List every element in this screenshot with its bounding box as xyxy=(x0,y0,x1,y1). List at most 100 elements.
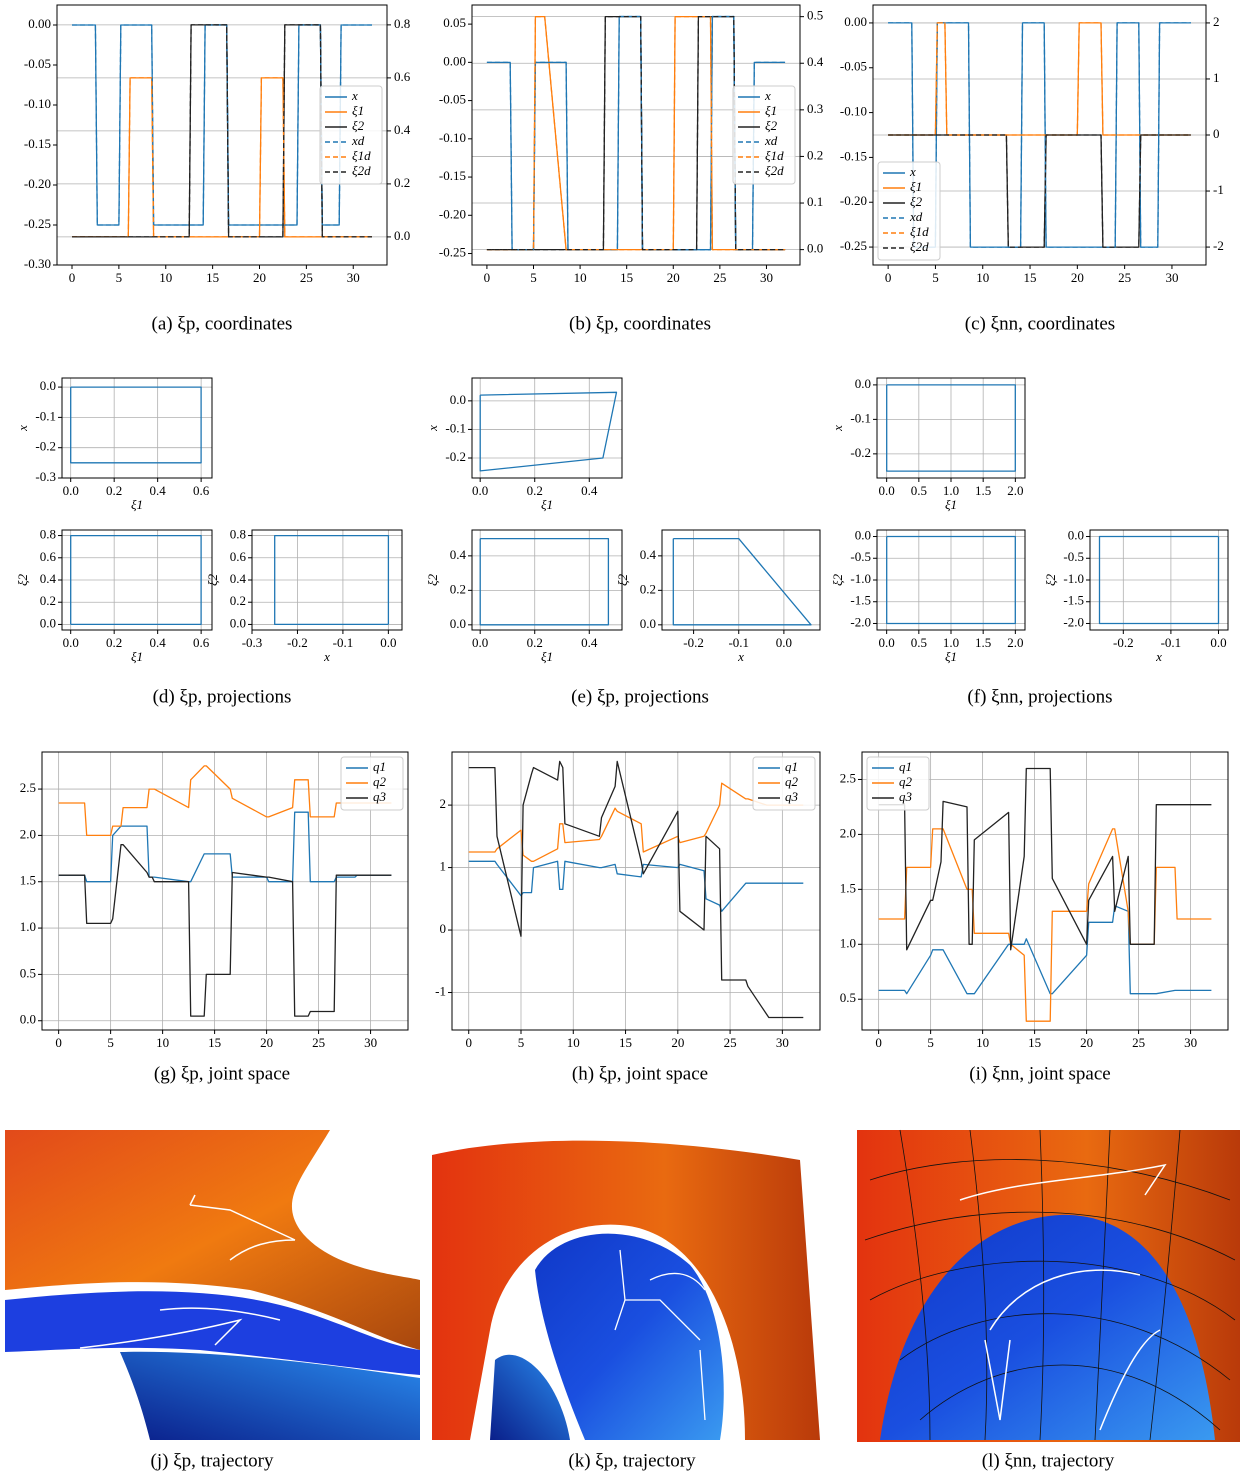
y-tick-label: 0.5 xyxy=(840,990,856,1005)
series-line xyxy=(274,534,390,626)
y-tick-label: -0.1 xyxy=(35,408,56,423)
y-tick-label: 0.05 xyxy=(443,15,466,30)
y-tick-label: 0.0 xyxy=(640,616,656,631)
chart: 0 5 10 15 20 25 30-0.25-0.20-0.15-0.10-0.050.0… xyxy=(840,4,1224,285)
legend-label: ξ1 xyxy=(352,103,364,118)
y2-tick-label: 1 xyxy=(1213,70,1220,85)
legend-label: x xyxy=(909,164,916,179)
y-axis-label: x xyxy=(15,425,30,432)
y-tick-label: -0.15 xyxy=(840,148,867,163)
series-line xyxy=(878,767,1212,951)
axes-frame xyxy=(41,751,409,1031)
legend-label: q3 xyxy=(373,789,387,804)
y-tick-label: 0.0 xyxy=(450,392,466,407)
x-tick-label: 5 xyxy=(530,270,537,285)
series-line xyxy=(486,15,786,251)
legend-label: xd xyxy=(764,133,778,148)
y-tick-label: -1 xyxy=(435,984,446,999)
chart: -0.3 -0.2 -0.1 0.0 0.0 0.2 0.4 0.6 0.8 x ξ2 xyxy=(205,527,403,664)
x-tick-label: -0.2 xyxy=(683,635,704,650)
y-tick-label: -0.05 xyxy=(840,59,867,74)
y-tick-label: 0.00 xyxy=(443,53,466,68)
x-tick-label: 2.0 xyxy=(1007,635,1023,650)
x-tick-label: 20 xyxy=(667,270,680,285)
x-tick-label: 20 xyxy=(671,1035,684,1050)
x-tick-label: 0.2 xyxy=(106,483,122,498)
caption: (a) ξp, coordinates xyxy=(152,313,293,334)
x-tick-label: 30 xyxy=(347,270,360,285)
x-tick-label: 10 xyxy=(976,1035,989,1050)
legend-label: ξ1d xyxy=(910,224,929,239)
legend-label: ξ2d xyxy=(352,163,371,178)
x-tick-label: 10 xyxy=(567,1035,580,1050)
legend-label: xd xyxy=(909,209,923,224)
y-tick-label: -0.10 xyxy=(840,104,867,119)
x-tick-label: 15 xyxy=(619,1035,632,1050)
y-axis-label: x xyxy=(830,425,845,432)
axes-frame xyxy=(1089,529,1229,631)
series-line xyxy=(672,537,812,626)
x-tick-label: 0.4 xyxy=(581,483,598,498)
y-tick-label: -0.20 xyxy=(24,176,51,191)
x-tick-label: 1.5 xyxy=(975,483,991,498)
x-tick-label: 0.0 xyxy=(63,635,79,650)
caption: (c) ξnn, coordinates xyxy=(965,313,1115,334)
y-tick-label: -0.2 xyxy=(445,449,466,464)
x-tick-label: 20 xyxy=(1071,270,1084,285)
series-line xyxy=(468,860,804,912)
x-tick-label: 0.4 xyxy=(150,483,167,498)
y-tick-label: 0.6 xyxy=(230,549,247,564)
y-tick-label: -0.5 xyxy=(850,549,871,564)
x-axis-label: ξ1 xyxy=(945,497,957,512)
series-line xyxy=(878,905,1212,995)
y-axis-label: x xyxy=(425,425,440,432)
series-line xyxy=(70,534,202,626)
legend-box xyxy=(319,85,383,185)
y2-tick-label: 0.5 xyxy=(807,8,823,23)
x-axis-label: x xyxy=(1155,649,1162,664)
legend-label: x xyxy=(351,88,358,103)
y-tick-label: 0.4 xyxy=(450,547,467,562)
x-tick-label: 15 xyxy=(1024,270,1037,285)
y2-tick-label: -2 xyxy=(1213,238,1224,253)
y-tick-label: 0.00 xyxy=(844,14,867,29)
legend-label: q1 xyxy=(899,759,912,774)
y-axis-label: ξ2 xyxy=(15,573,30,586)
x-tick-label: 0.6 xyxy=(193,483,210,498)
y-tick-label: -1.0 xyxy=(1063,571,1084,586)
y-tick-label: -0.25 xyxy=(24,216,51,231)
caption: (j) ξp, trajectory xyxy=(151,1450,274,1471)
caption: (k) ξp, trajectory xyxy=(568,1450,696,1471)
y-tick-label: -0.1 xyxy=(445,420,466,435)
x-tick-label: 10 xyxy=(976,270,989,285)
y-tick-label: -0.5 xyxy=(1063,549,1084,564)
axes-frame xyxy=(872,4,1207,266)
x-tick-label: 0 xyxy=(484,270,491,285)
series-line xyxy=(888,22,1191,136)
x-tick-label: 5 xyxy=(518,1035,525,1050)
legend-label: ξ2 xyxy=(910,194,923,209)
x-tick-label: 0.0 xyxy=(472,483,488,498)
chart: -0.2 -0.1 0.0 0.0 0.2 0.4 x ξ2 xyxy=(615,529,821,664)
caption: (e) ξp, projections xyxy=(571,686,709,707)
x-tick-label: 20 xyxy=(260,1035,273,1050)
x-tick-label: -0.1 xyxy=(728,635,749,650)
legend-label: q1 xyxy=(373,759,386,774)
x-axis-label: ξ1 xyxy=(541,649,553,664)
y-tick-label: 2.0 xyxy=(840,825,856,840)
axes-frame xyxy=(876,529,1026,631)
x-tick-label: 0.0 xyxy=(879,635,895,650)
axes-frame xyxy=(661,529,821,631)
x-axis-label: ξ1 xyxy=(131,497,143,512)
y-tick-label: 0.0 xyxy=(450,616,466,631)
y-tick-label: -0.10 xyxy=(24,96,51,111)
legend-label: ξ2 xyxy=(765,118,778,133)
x-tick-label: 30 xyxy=(760,270,773,285)
y-tick-label: 0.8 xyxy=(40,527,56,542)
chart: 0.0 0.2 0.4 -0.2 -0.1 0.0 ξ1 x xyxy=(425,377,623,512)
y-tick-label: 0.8 xyxy=(230,527,246,542)
y-tick-label: 2.5 xyxy=(20,780,36,795)
x-tick-label: 0 xyxy=(465,1035,472,1050)
